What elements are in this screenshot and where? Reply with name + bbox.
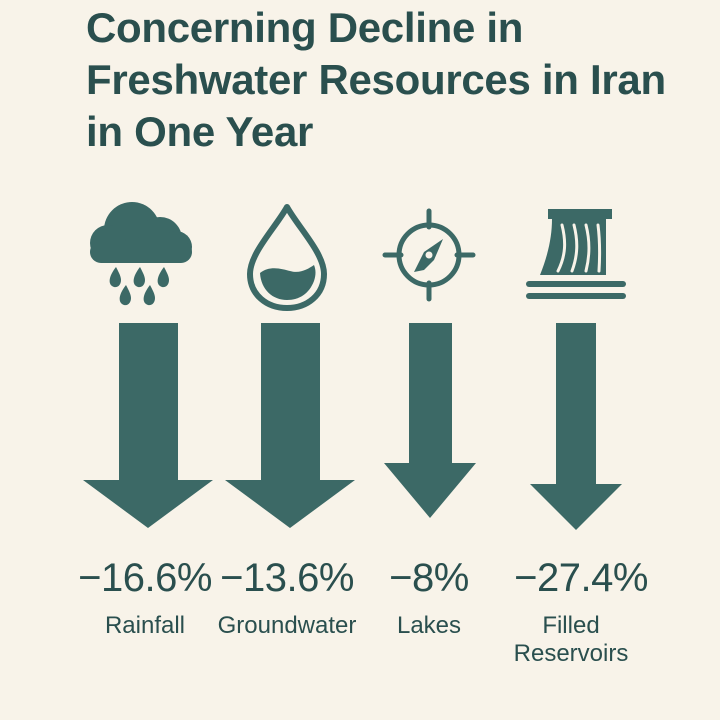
down-arrow-icon [344,318,514,538]
dam-icon [496,195,666,315]
reservoirs-value: −27.4% [514,556,648,600]
rain-cloud-icon [60,195,230,315]
reservoirs-stat: −27.4% Filled Reservoirs [496,0,666,720]
page-title: Concerning Decline in Freshwater Resourc… [86,4,666,155]
rainfall-stat: −16.6% Rainfall [60,0,230,720]
lakes-label: Lakes [396,612,462,639]
groundwater-label: Groundwater [217,612,357,639]
rainfall-label: Rainfall [104,612,186,639]
groundwater-value: −13.6% [220,556,354,600]
groundwater-stat: −13.6% Groundwater [202,0,372,720]
lakes-stat: −8% Lakes [344,0,514,720]
rainfall-value: −16.6% [78,556,212,600]
lakes-value: −8% [389,556,469,600]
down-arrow-icon [202,318,372,538]
compass-icon [344,195,514,315]
reservoirs-label: Filled Reservoirs [513,612,629,667]
down-arrow-icon [496,318,666,538]
down-arrow-icon [60,318,230,538]
water-drop-icon [202,195,372,315]
